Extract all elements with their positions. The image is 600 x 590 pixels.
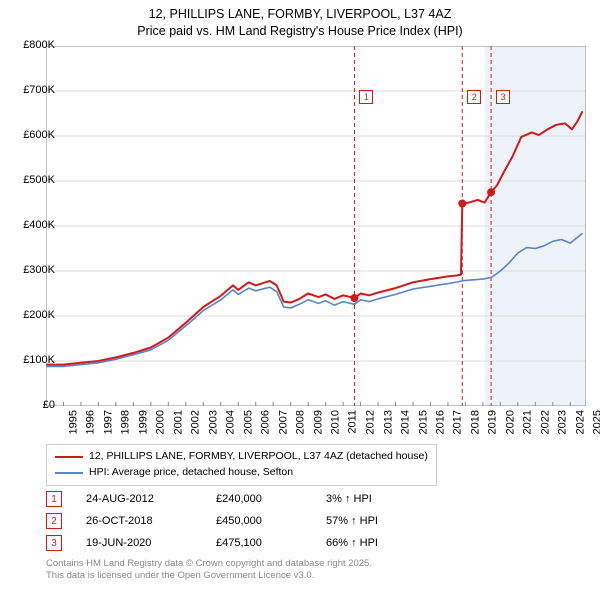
transaction-hpi: 3% ↑ HPI	[326, 493, 466, 505]
footer-line-1: Contains HM Land Registry data © Crown c…	[46, 558, 372, 570]
chart-container: 12, PHILLIPS LANE, FORMBY, LIVERPOOL, L3…	[0, 0, 600, 590]
x-tick-label: 2018	[469, 410, 481, 434]
x-tick-label: 2007	[277, 410, 289, 434]
footer: Contains HM Land Registry data © Crown c…	[46, 558, 372, 583]
callout-marker: 3	[496, 90, 510, 104]
title-line-2: Price paid vs. HM Land Registry's House …	[0, 23, 600, 40]
x-tick-label: 2021	[522, 410, 534, 434]
x-tick-label: 2019	[487, 410, 499, 434]
transaction-date: 26-OCT-2018	[86, 515, 216, 527]
title-block: 12, PHILLIPS LANE, FORMBY, LIVERPOOL, L3…	[0, 0, 600, 40]
legend-swatch-series-2	[55, 472, 83, 474]
transaction-marker: 2	[46, 513, 62, 529]
x-tick-label: 2016	[434, 410, 446, 434]
callout-marker: 2	[467, 90, 481, 104]
x-tick-label: 2012	[365, 410, 377, 434]
x-tick-label: 2002	[190, 410, 202, 434]
y-tick-label: £400K	[5, 219, 55, 231]
y-tick-label: £500K	[5, 174, 55, 186]
y-tick-label: £100K	[5, 354, 55, 366]
x-tick-label: 1995	[67, 410, 79, 434]
transaction-row: 1 24-AUG-2012£240,0003% ↑ HPI	[46, 488, 466, 510]
y-tick-label: £800K	[5, 39, 55, 51]
x-tick-label: 2003	[207, 410, 219, 434]
x-tick-label: 2004	[225, 410, 237, 434]
transaction-date: 19-JUN-2020	[86, 537, 216, 549]
x-tick-label: 2009	[312, 410, 324, 434]
x-tick-label: 2013	[382, 410, 394, 434]
x-tick-label: 2025	[592, 410, 600, 434]
legend-swatch-series-1	[55, 456, 83, 458]
transaction-date: 24-AUG-2012	[86, 493, 216, 505]
x-tick-label: 2011	[346, 410, 358, 434]
transaction-row: 3 19-JUN-2020£475,10066% ↑ HPI	[46, 532, 466, 554]
x-tick-label: 2024	[574, 410, 586, 434]
legend-item: HPI: Average price, detached house, Seft…	[55, 465, 428, 481]
transaction-price: £450,000	[216, 515, 326, 527]
x-tick-label: 2008	[295, 410, 307, 434]
x-tick-label: 2005	[242, 410, 254, 434]
x-tick-label: 2023	[557, 410, 569, 434]
x-tick-label: 1996	[85, 410, 97, 434]
y-tick-label: £300K	[5, 264, 55, 276]
y-tick-label: £700K	[5, 84, 55, 96]
callout-marker: 1	[359, 90, 373, 104]
transaction-table: 1 24-AUG-2012£240,0003% ↑ HPI 2 26-OCT-2018…	[46, 488, 466, 554]
x-tick-label: 2014	[400, 410, 412, 434]
x-tick-label: 1999	[137, 410, 149, 434]
legend-label: HPI: Average price, detached house, Seft…	[89, 465, 293, 481]
y-tick-label: £0	[5, 399, 55, 411]
x-tick-label: 2020	[504, 410, 516, 434]
legend-label: 12, PHILLIPS LANE, FORMBY, LIVERPOOL, L3…	[89, 449, 428, 465]
transaction-price: £475,100	[216, 537, 326, 549]
x-tick-label: 2006	[260, 410, 272, 434]
transaction-row: 2 26-OCT-2018£450,00057% ↑ HPI	[46, 510, 466, 532]
x-tick-label: 2001	[172, 410, 184, 434]
x-tick-label: 2010	[330, 410, 342, 434]
x-tick-label: 1998	[120, 410, 132, 434]
transaction-marker: 3	[46, 535, 62, 551]
x-tick-label: 2017	[452, 410, 464, 434]
transaction-price: £240,000	[216, 493, 326, 505]
x-tick-label: 2000	[155, 410, 167, 434]
x-tick-label: 2022	[539, 410, 551, 434]
x-tick-label: 2015	[417, 410, 429, 434]
legend-item: 12, PHILLIPS LANE, FORMBY, LIVERPOOL, L3…	[55, 449, 428, 465]
title-line-1: 12, PHILLIPS LANE, FORMBY, LIVERPOOL, L3…	[0, 6, 600, 23]
footer-line-2: This data is licensed under the Open Gov…	[46, 570, 372, 582]
y-tick-label: £200K	[5, 309, 55, 321]
y-tick-label: £600K	[5, 129, 55, 141]
transaction-marker: 1	[46, 491, 62, 507]
x-tick-label: 1997	[102, 410, 114, 434]
transaction-hpi: 66% ↑ HPI	[326, 537, 466, 549]
legend: 12, PHILLIPS LANE, FORMBY, LIVERPOOL, L3…	[46, 444, 437, 486]
transaction-hpi: 57% ↑ HPI	[326, 515, 466, 527]
